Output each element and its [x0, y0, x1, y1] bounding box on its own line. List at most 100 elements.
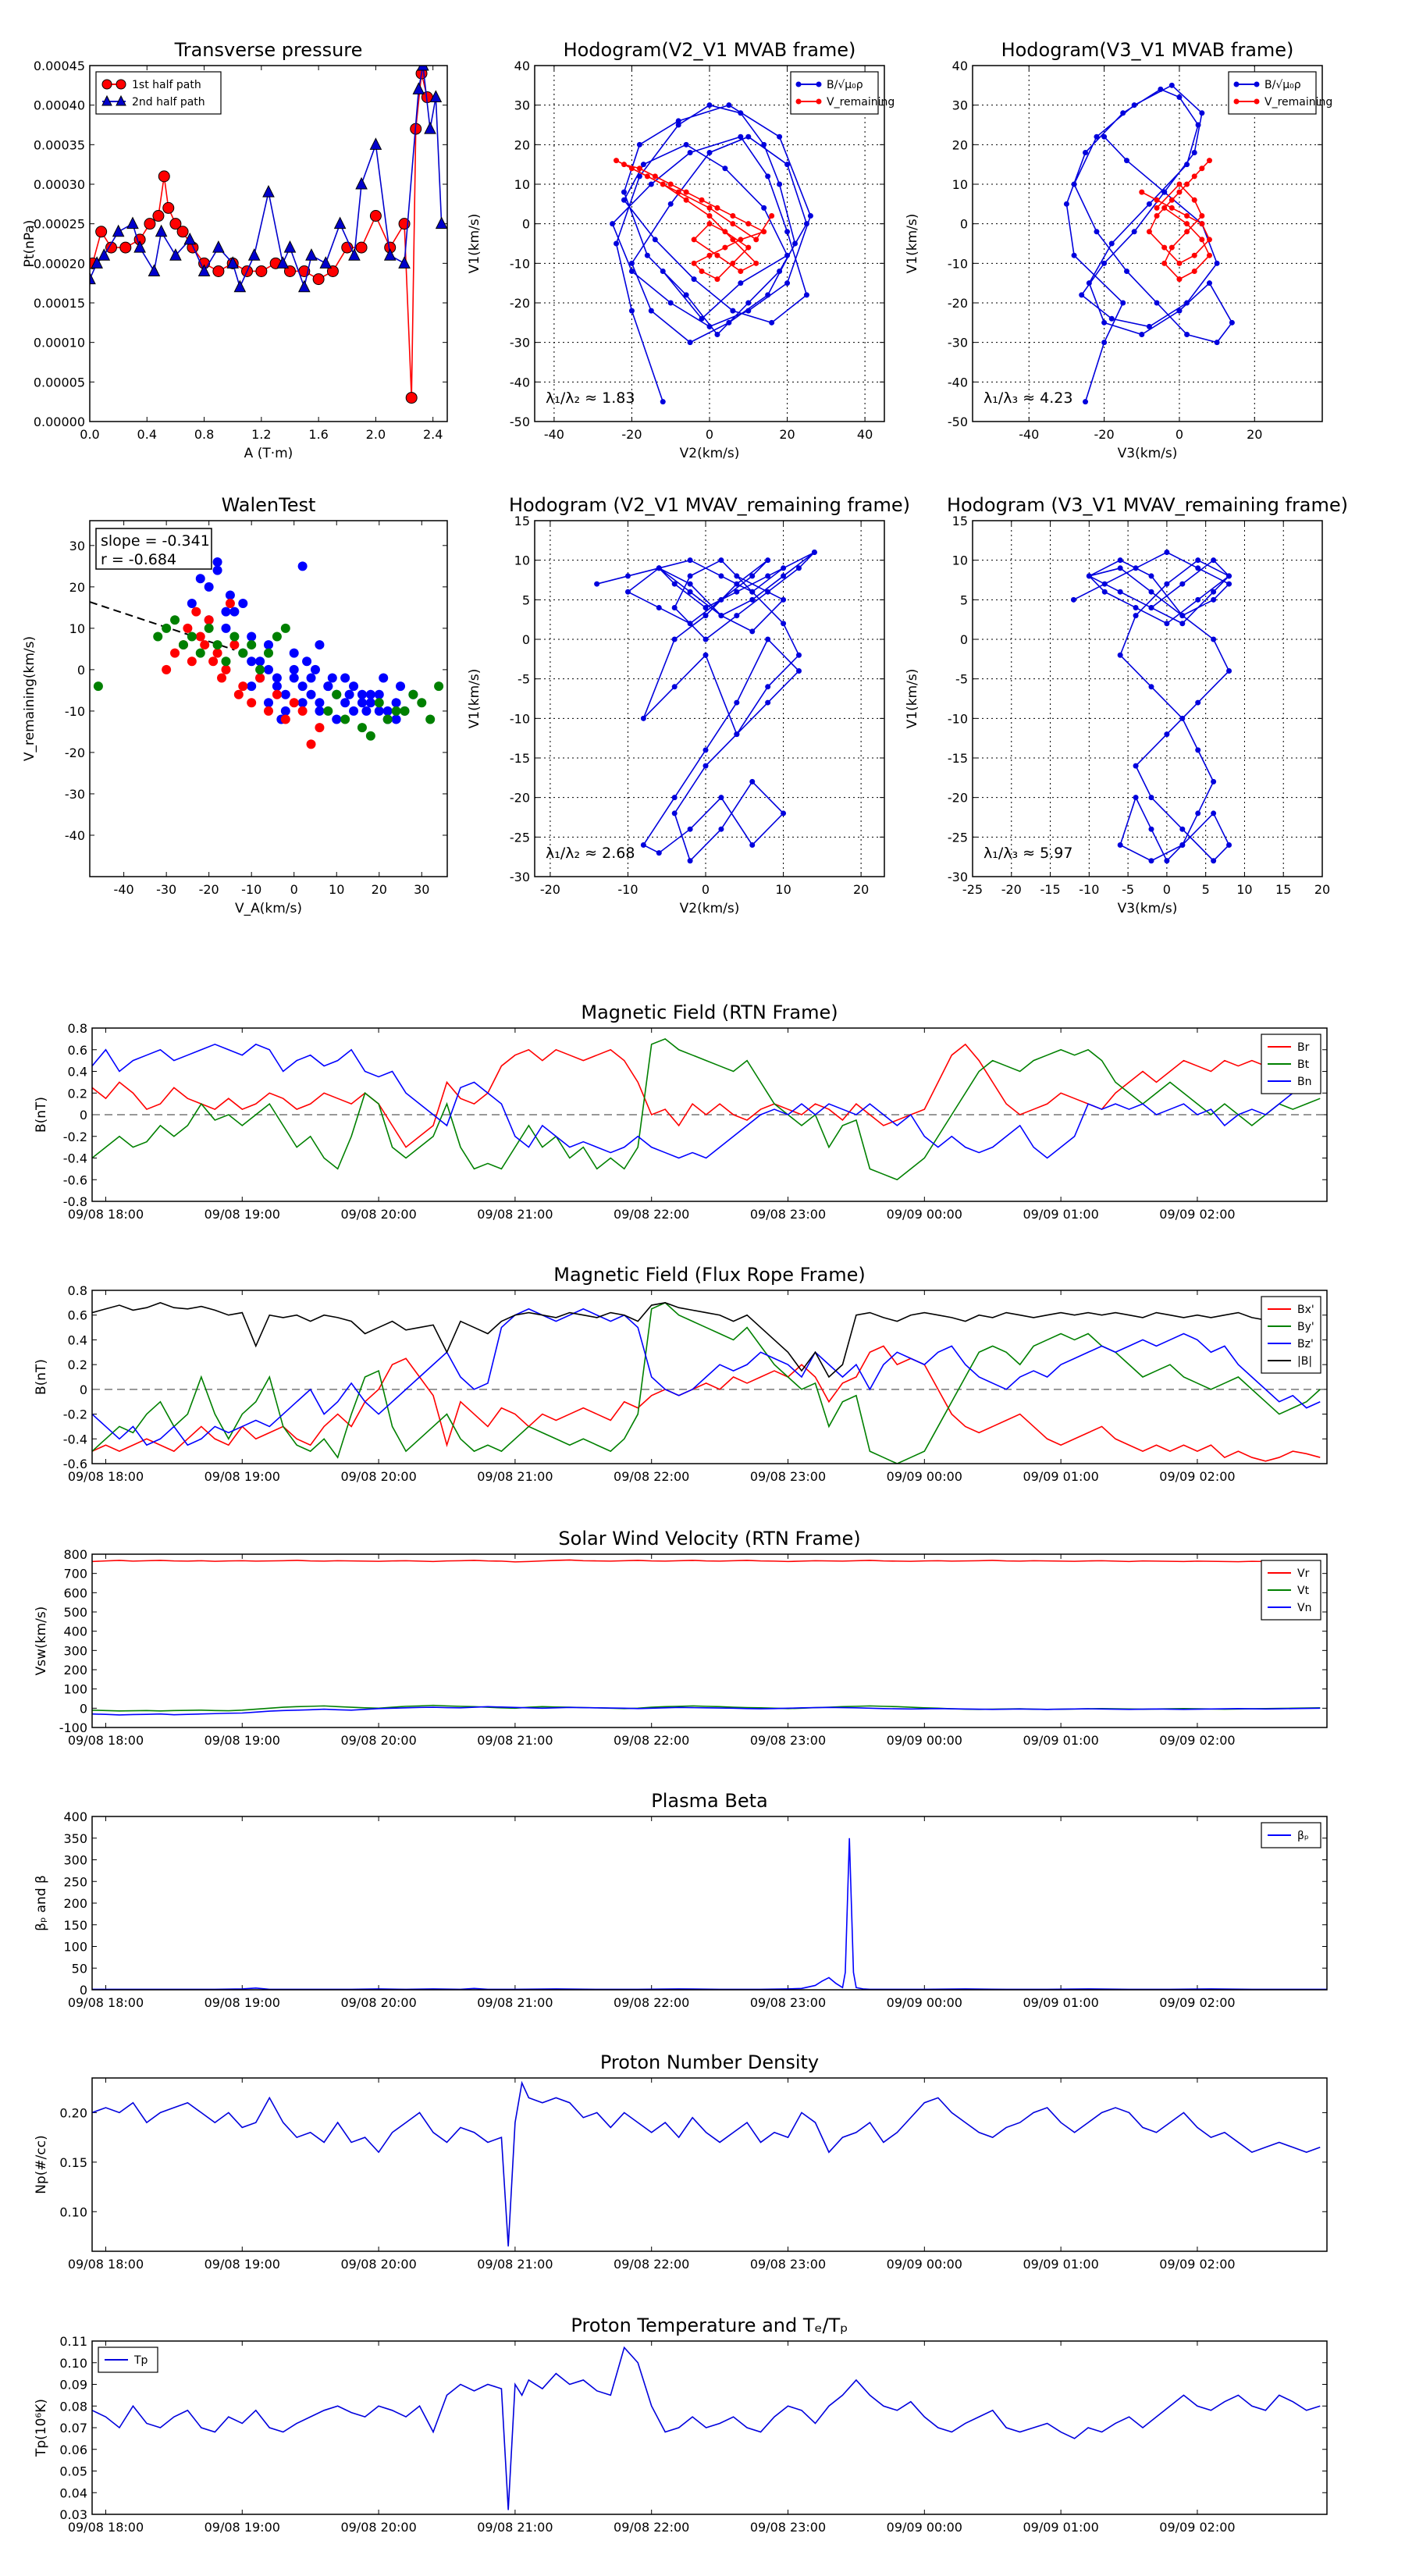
- data-point: [1168, 205, 1175, 211]
- data-point: [656, 604, 662, 610]
- y-tick-label: 0.6: [68, 1043, 87, 1058]
- data-point: [687, 621, 693, 627]
- x-axis-label: V2(km/s): [680, 901, 740, 916]
- data-point: [425, 714, 436, 724]
- data-point: [675, 118, 681, 124]
- plot-area: [1063, 82, 1235, 405]
- data-point: [1168, 82, 1175, 88]
- data-point: [365, 698, 375, 708]
- legend-label: Bx': [1297, 1304, 1314, 1316]
- data-point: [90, 272, 96, 285]
- chart-title: Hodogram (V3_V1 MVAV_remaining frame): [947, 494, 1348, 516]
- data-point: [289, 648, 299, 658]
- data-point: [734, 589, 740, 595]
- data-point: [217, 673, 227, 683]
- data-point: [1146, 229, 1152, 235]
- data-point: [1191, 268, 1197, 274]
- x-tick-label: -10: [241, 882, 261, 897]
- x-tick-label: 2.4: [423, 427, 443, 442]
- y-tick-label: 50: [72, 1961, 87, 1976]
- legend-marker: [816, 81, 822, 87]
- data-point: [319, 256, 333, 269]
- plot-frame: [534, 65, 885, 422]
- data-point: [369, 137, 382, 150]
- data-point: [730, 237, 736, 243]
- x-tick-label: 09/08 20:00: [340, 2257, 416, 2272]
- data-point: [212, 240, 225, 253]
- data-point: [1131, 102, 1137, 109]
- data-point: [1226, 841, 1232, 848]
- x-tick-label: 09/08 22:00: [614, 2257, 689, 2272]
- data-point: [594, 581, 600, 587]
- data-point: [699, 268, 705, 274]
- x-tick-label: 09/09 02:00: [1159, 1469, 1235, 1484]
- y-tick-label: 0.8: [68, 1021, 87, 1036]
- x-tick-label: 09/09 00:00: [887, 1733, 962, 1748]
- data-point: [734, 699, 740, 706]
- y-tick-label: 100: [63, 1940, 87, 1955]
- chart-tp: Transverse pressure 0.0 0.4 0.8 1.2 1.6 2.0 2.4…: [22, 39, 448, 461]
- data-point: [671, 636, 678, 642]
- data-point: [769, 319, 775, 326]
- data-point: [1070, 596, 1076, 603]
- data-point: [683, 292, 689, 298]
- x-tick-label: 09/08 18:00: [68, 2257, 144, 2272]
- data-point: [656, 565, 662, 571]
- data-point: [225, 590, 235, 600]
- y-tick-label: 0: [522, 217, 530, 232]
- x-tick-label: 10: [1236, 882, 1252, 897]
- data-point: [1086, 280, 1092, 286]
- legend-box: [95, 71, 222, 115]
- x-tick-label: 30: [414, 882, 429, 897]
- data-point: [91, 256, 103, 269]
- data-point: [738, 268, 744, 274]
- data-point: [722, 229, 728, 235]
- data-point: [1176, 308, 1183, 314]
- y-tick-label: -0.8: [63, 1194, 87, 1209]
- data-point: [126, 216, 139, 229]
- series-tp: [92, 2346, 1321, 2510]
- x-tick-label: 09/08 18:00: [68, 2520, 144, 2535]
- x-tick-label: 2.0: [366, 427, 386, 442]
- data-point: [1214, 260, 1220, 266]
- data-point: [644, 173, 650, 180]
- data-point: [726, 319, 732, 326]
- data-point: [1117, 652, 1123, 658]
- data-point: [749, 841, 756, 848]
- y-tick-label: 0.15: [59, 2155, 87, 2170]
- data-point: [722, 244, 728, 251]
- plot-frame: [89, 520, 448, 877]
- data-point: [297, 561, 308, 571]
- x-axis-label: A (T·m): [244, 446, 293, 461]
- data-point: [221, 623, 231, 633]
- data-point: [777, 133, 783, 140]
- x-tick-label: 09/08 19:00: [205, 1469, 280, 1484]
- y-tick-label: 0.00005: [34, 375, 85, 390]
- x-tick-label: 09/08 19:00: [205, 1733, 280, 1748]
- y-axis-label: B(nT): [34, 1097, 49, 1133]
- series-line: [92, 1302, 1321, 1379]
- x-tick-label: -40: [544, 427, 564, 442]
- data-point: [262, 185, 275, 197]
- data-point: [1133, 604, 1139, 610]
- y-tick-label: -15: [510, 751, 530, 766]
- data-point: [683, 197, 689, 203]
- series-bx: [92, 1345, 1321, 1462]
- chart-title: WalenTest: [222, 494, 316, 516]
- y-tick-label: -20: [510, 296, 530, 311]
- data-point: [745, 244, 752, 251]
- data-point: [1108, 240, 1115, 247]
- data-point: [687, 573, 693, 579]
- data-point: [675, 189, 681, 195]
- chart-title: Magnetic Field (RTN Frame): [581, 1002, 838, 1023]
- y-tick-label: -5: [518, 672, 530, 687]
- data-point: [706, 205, 713, 211]
- data-point: [687, 149, 693, 155]
- data-point: [233, 689, 244, 699]
- legend: βₚ: [1261, 1822, 1321, 1848]
- plot-area: [92, 1301, 1327, 1464]
- plot-area: [610, 102, 813, 405]
- series-1sthalfpath: [90, 67, 433, 404]
- x-tick-label: 40: [857, 427, 873, 442]
- y-tick-label: -20: [65, 745, 85, 760]
